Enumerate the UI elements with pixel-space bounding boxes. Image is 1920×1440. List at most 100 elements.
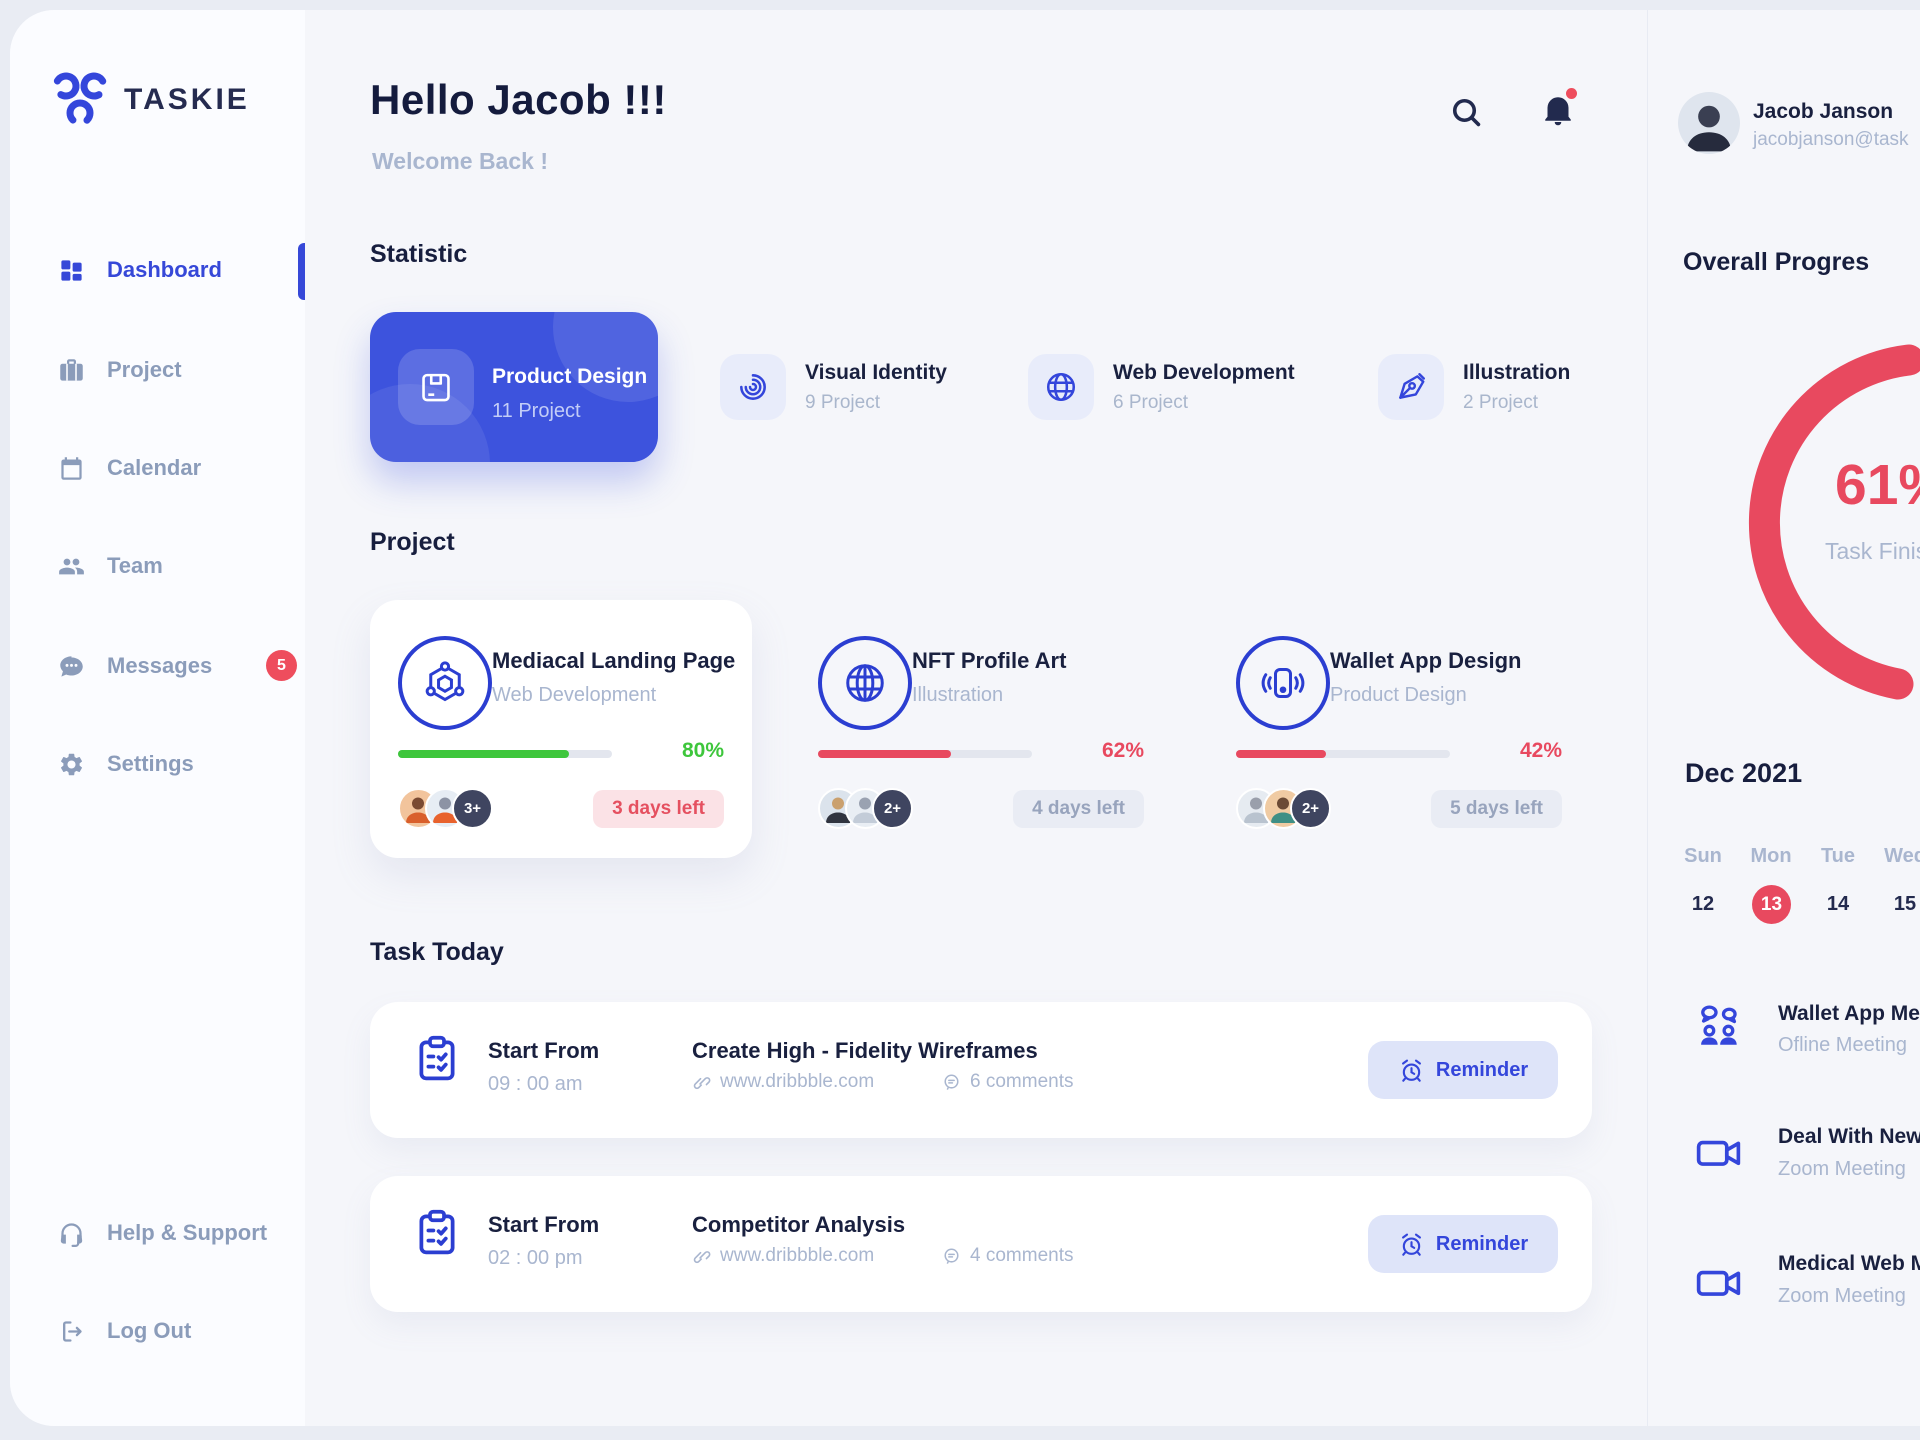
sidebar-item-label: Settings: [107, 751, 194, 776]
team-icon: [58, 553, 85, 580]
stat-count: 11 Project: [492, 400, 581, 422]
sidebar-item-dashboard[interactable]: Dashboard: [58, 248, 290, 292]
stat-title: Visual Identity: [805, 360, 947, 384]
brand-logo: TASKIE: [48, 70, 250, 130]
taskie-logo-icon: [48, 70, 110, 130]
project-card-wallet-app-design[interactable]: Wallet App Design Product Design 42% 2+ …: [1208, 600, 1590, 858]
profile-name: Jacob Janson: [1753, 100, 1894, 123]
weekday-label: Tue: [1820, 845, 1856, 867]
sidebar-item-label: Calendar: [107, 455, 202, 480]
overall-progress-heading: Overall Progres: [1683, 248, 1870, 276]
phone-vibrate-icon: [1236, 636, 1330, 730]
task-link-text: www.dribbble.com: [720, 1071, 875, 1092]
clipboard-icon: [412, 1207, 462, 1257]
meeting-type: Ofline Meeting: [1778, 1034, 1907, 1056]
brand-name: TASKIE: [124, 83, 250, 116]
calendar-date[interactable]: 15: [1893, 893, 1917, 915]
sidebar-item-messages[interactable]: Messages: [58, 644, 290, 688]
stat-card-web-development[interactable]: Web Development 6 Project: [1028, 354, 1295, 420]
profile-email: jacobjanson@task: [1753, 129, 1909, 150]
calendar-date[interactable]: 14: [1826, 893, 1850, 915]
project-title: Wallet App Design: [1330, 648, 1522, 673]
stat-title: Web Development: [1113, 360, 1295, 384]
calendar-date[interactable]: 12: [1691, 893, 1715, 915]
calendar-month: Dec 2021: [1685, 758, 1803, 788]
progress-percent: 62%: [1101, 739, 1144, 762]
task-row[interactable]: Start From 02 : 00 pm Competitor Analysi…: [370, 1176, 1592, 1312]
task-comments-text: 4 comments: [970, 1245, 1074, 1266]
task-row[interactable]: Start From 09 : 00 am Create High - Fide…: [370, 1002, 1592, 1138]
calendar-icon: [58, 455, 85, 482]
headset-icon: [58, 1220, 85, 1247]
briefcase-icon: [58, 357, 85, 384]
task-time: 09 : 00 am: [488, 1073, 583, 1095]
overall-progress-caption: Task Finis: [1825, 538, 1920, 564]
clipboard-icon: [412, 1033, 462, 1083]
sidebar-active-indicator: [298, 243, 305, 300]
reminder-button[interactable]: Reminder: [1368, 1215, 1558, 1273]
alarm-clock-icon: [1398, 1231, 1425, 1258]
video-camera-icon: [1692, 1126, 1745, 1179]
task-link[interactable]: www.dribbble.com: [692, 1071, 874, 1093]
project-title: NFT Profile Art: [912, 648, 1067, 673]
progress-track: [1236, 750, 1450, 758]
avatar-extra-count: 3+: [452, 788, 493, 829]
stat-title: Illustration: [1463, 360, 1571, 384]
project-card-mediacal-landing-page[interactable]: Mediacal Landing Page Web Development 80…: [370, 600, 752, 858]
comment-icon: [942, 1247, 961, 1266]
notification-dot: [1566, 88, 1577, 99]
stat-count: 2 Project: [1463, 391, 1538, 413]
sidebar-item-logout[interactable]: Log Out: [58, 1309, 290, 1353]
weekday-label: Sun: [1684, 845, 1722, 867]
progress-fill: [818, 750, 951, 758]
weekday-label: Wed: [1884, 845, 1920, 867]
profile-avatar[interactable]: [1678, 92, 1740, 154]
sidebar-item-label: Team: [107, 553, 163, 578]
project-title: Mediacal Landing Page: [492, 648, 736, 673]
task-link[interactable]: www.dribbble.com: [692, 1245, 874, 1267]
meeting-title[interactable]: Medical Web M: [1778, 1252, 1920, 1275]
task-link-text: www.dribbble.com: [720, 1245, 875, 1266]
reminder-label: Reminder: [1435, 1058, 1529, 1081]
comment-icon: [942, 1073, 961, 1092]
bell-icon[interactable]: [1540, 92, 1576, 128]
task-title: Create High - Fidelity Wireframes: [692, 1038, 1038, 1063]
page-subtitle: Welcome Back !: [372, 148, 548, 174]
stat-card-illustration[interactable]: Illustration 2 Project: [1378, 354, 1570, 420]
project-category: Illustration: [912, 684, 1004, 706]
progress-fill: [1236, 750, 1326, 758]
sidebar-item-calendar[interactable]: Calendar: [58, 446, 290, 490]
overall-progress-ring: [1748, 344, 1920, 700]
meeting-title[interactable]: Wallet App Mee: [1778, 1002, 1920, 1025]
video-camera-icon: [1692, 1256, 1745, 1309]
gear-icon: [58, 751, 85, 778]
stat-card-product-design[interactable]: Product Design 11 Project: [370, 312, 658, 462]
sidebar-item-settings[interactable]: Settings: [58, 742, 290, 786]
calendar-date-selected[interactable]: 13: [1752, 885, 1791, 924]
task-comments[interactable]: 6 comments: [942, 1071, 1073, 1093]
project-card-nft-profile-art[interactable]: NFT Profile Art Illustration 62% 2+ 4 da…: [790, 600, 1172, 858]
task-title: Competitor Analysis: [692, 1212, 906, 1237]
logout-icon: [58, 1318, 85, 1345]
stat-title: Product Design: [492, 365, 648, 388]
stat-card-visual-identity[interactable]: Visual Identity 9 Project: [720, 354, 947, 420]
page-title: Hello Jacob !!!: [370, 76, 667, 123]
meeting-title[interactable]: Deal With New: [1778, 1125, 1920, 1148]
search-icon[interactable]: [1448, 94, 1484, 130]
sidebar-item-team[interactable]: Team: [58, 544, 290, 588]
task-start-label: Start From: [488, 1038, 600, 1063]
task-comments[interactable]: 4 comments: [942, 1245, 1073, 1267]
progress-track: [398, 750, 612, 758]
sidebar-item-help-support[interactable]: Help & Support: [58, 1211, 290, 1255]
avatar-extra-count: 2+: [872, 788, 913, 829]
sidebar-item-project[interactable]: Project: [58, 348, 290, 392]
reminder-button[interactable]: Reminder: [1368, 1041, 1558, 1099]
alarm-clock-icon: [1398, 1057, 1425, 1084]
project-category: Web Development: [492, 684, 657, 706]
sidebar-item-label: Help & Support: [107, 1220, 268, 1245]
sidebar-item-label: Log Out: [107, 1318, 192, 1343]
progress-track: [818, 750, 1032, 758]
project-heading: Project: [370, 528, 455, 556]
sidebar-item-label: Dashboard: [107, 257, 222, 282]
meeting-type: Zoom Meeting: [1778, 1158, 1906, 1180]
